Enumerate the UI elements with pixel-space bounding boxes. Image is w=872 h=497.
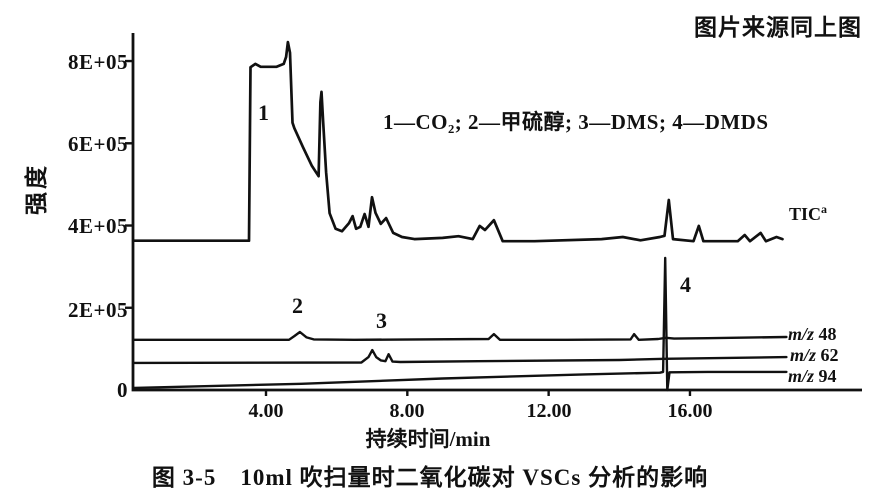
trace-mz48 [132, 330, 788, 341]
y-tick-label: 8E+05 [68, 50, 128, 74]
y-tick-label: 6E+05 [68, 132, 128, 156]
mz-value: 94 [818, 366, 837, 386]
trace-label-mz48: m/z 48 [788, 324, 837, 345]
trace-label-tic: TICa [789, 202, 827, 225]
peak-annotation-3: 3 [376, 308, 387, 333]
mz-value: 62 [820, 345, 839, 365]
trace-label-mz94: m/z 94 [788, 366, 837, 387]
trace-label-mz62: m/z 62 [790, 345, 839, 366]
legend-note: 1—CO₂; 2—甲硫醇; 3—DMS; 4—DMDS [383, 110, 769, 134]
image-source-note: 图片来源同上图 [694, 14, 862, 40]
trace-mz94 [132, 256, 788, 392]
x-axis-title: 持续时间/min [365, 427, 491, 451]
chromatogram-traces [132, 40, 788, 392]
x-tick-label: 4.00 [248, 400, 284, 422]
y-axis-title: 强度 [24, 163, 49, 215]
tic-text: TIC [789, 204, 822, 224]
figure-caption: 图 3-5 10ml 吹扫量时二氧化碳对 VSCs 分析的影响 [151, 465, 709, 490]
x-tick-label: 16.00 [667, 400, 713, 422]
trace-mz62 [132, 348, 788, 365]
axis-tick-marks [125, 59, 692, 396]
y-tick-label: 4E+05 [68, 214, 128, 238]
peak-annotation-4: 4 [680, 272, 691, 297]
trace-TIC [132, 40, 784, 243]
x-tick-label: 12.00 [526, 400, 572, 422]
mz-prefix: m/z [788, 324, 815, 344]
y-tick-label: 0 [117, 378, 128, 402]
mz-prefix: m/z [788, 366, 815, 386]
axis-lines [131, 33, 862, 392]
x-tick-label: 8.00 [389, 400, 425, 422]
peak-annotation-1: 1 [258, 100, 269, 125]
mz-prefix: m/z [790, 345, 817, 365]
mz-value: 48 [818, 324, 837, 344]
tic-superscript: a [821, 202, 828, 216]
y-tick-label: 2E+05 [68, 298, 128, 322]
peak-annotation-2: 2 [292, 293, 303, 318]
